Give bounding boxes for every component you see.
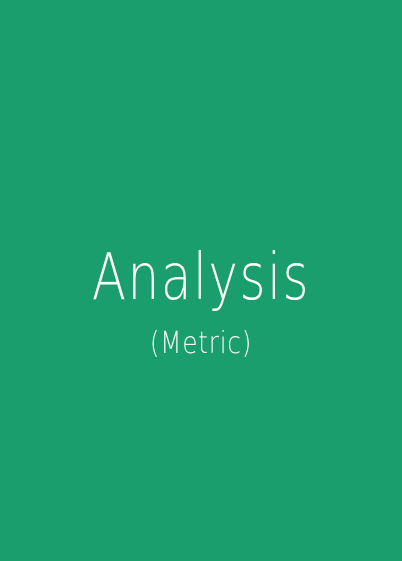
cover-title: Analysis xyxy=(91,241,311,315)
cover-subtitle: (Metric) xyxy=(149,326,253,361)
